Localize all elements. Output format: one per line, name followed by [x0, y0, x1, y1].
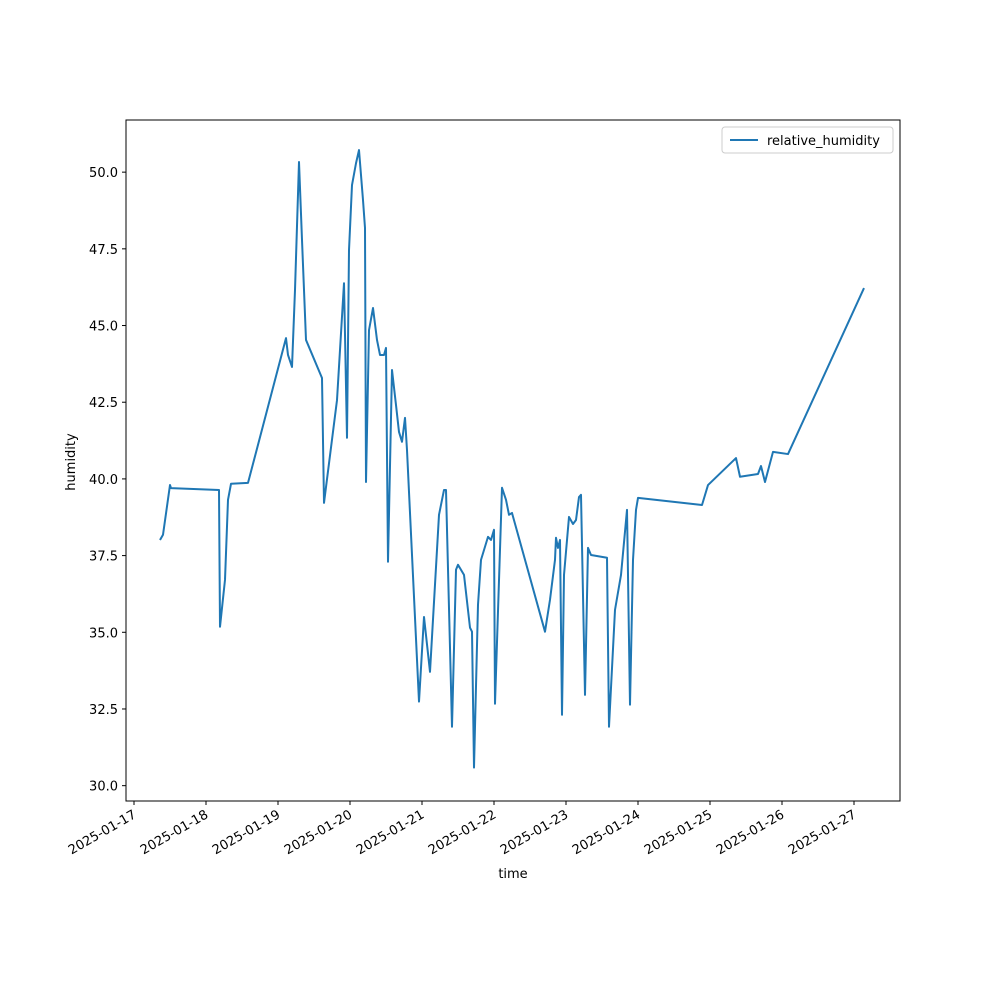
y-tick-label: 32.5 [89, 703, 118, 718]
x-axis-label: time [498, 867, 527, 882]
x-tick-label: 2025-01-21 [354, 807, 427, 858]
y-tick-label: 50.0 [89, 166, 118, 181]
legend-label: relative_humidity [767, 134, 880, 149]
y-tick-label: 37.5 [89, 550, 118, 565]
y-tick-label: 42.5 [89, 396, 118, 411]
x-tick-label: 2025-01-27 [786, 807, 859, 858]
x-tick-label: 2025-01-24 [570, 807, 643, 858]
plot-frame [125, 119, 901, 802]
x-tick-label: 2025-01-25 [642, 807, 715, 858]
x-tick-label: 2025-01-20 [282, 807, 355, 858]
y-tick-label: 35.0 [89, 626, 118, 641]
x-tick-label: 2025-01-19 [210, 807, 283, 858]
x-tick-label: 2025-01-26 [714, 807, 787, 858]
x-tick-label: 2025-01-22 [426, 807, 499, 858]
y-axis-label: humidity [64, 433, 79, 491]
y-tick-label: 30.0 [89, 780, 118, 795]
x-tick-label: 2025-01-18 [138, 807, 211, 858]
legend-box [721, 126, 894, 154]
y-tick-label: 40.0 [89, 473, 118, 488]
y-tick-label: 45.0 [89, 320, 118, 335]
x-tick-label: 2025-01-17 [66, 807, 139, 858]
x-tick-label: 2025-01-23 [498, 807, 571, 858]
data-line [159, 149, 865, 769]
y-tick-label: 47.5 [89, 243, 118, 258]
